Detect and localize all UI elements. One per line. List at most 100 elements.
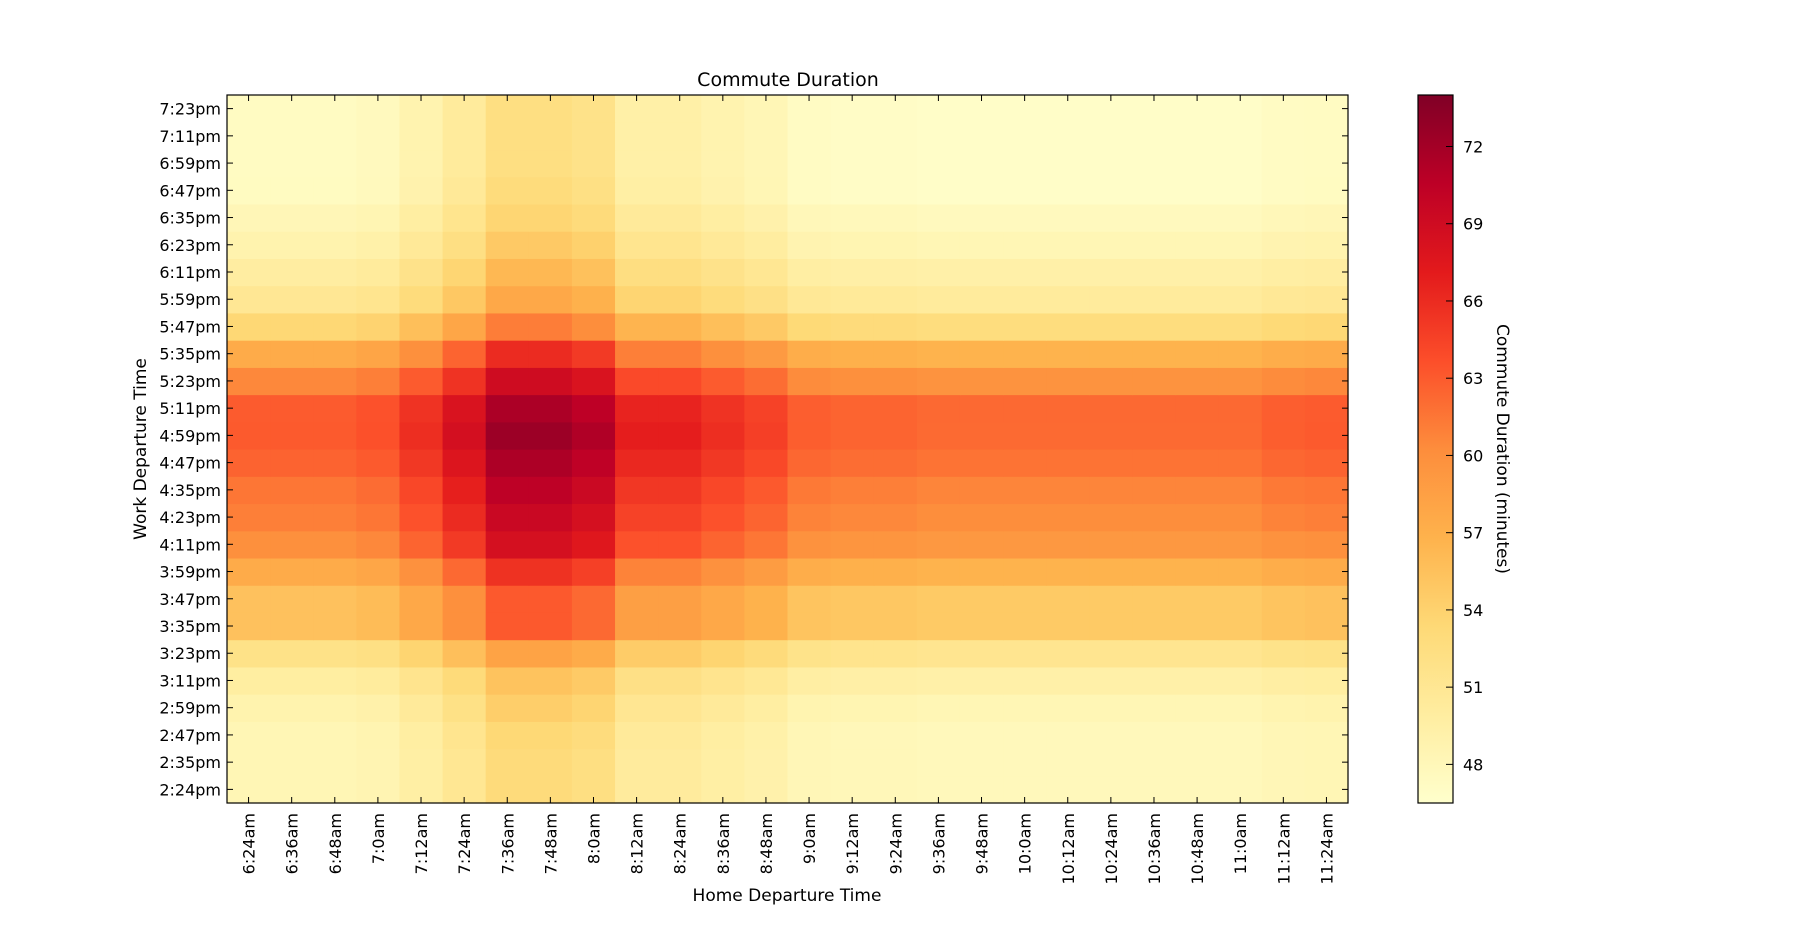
heatmap-cell bbox=[787, 612, 832, 641]
heatmap-cell bbox=[1046, 203, 1090, 232]
heatmap-cell bbox=[270, 449, 314, 477]
heatmap-cell bbox=[270, 585, 314, 613]
x-tick-label: 11:12am bbox=[1274, 813, 1293, 885]
heatmap-cell bbox=[959, 149, 1004, 178]
heatmap-cell bbox=[615, 585, 659, 613]
heatmap-cell bbox=[916, 149, 961, 178]
heatmap-cell bbox=[1003, 721, 1047, 750]
heatmap-cell bbox=[528, 231, 573, 259]
heatmap-cell bbox=[701, 367, 745, 396]
heatmap-cell bbox=[571, 721, 616, 750]
heatmap-cell bbox=[701, 748, 745, 777]
heatmap-cell bbox=[1132, 285, 1177, 314]
heatmap-cell bbox=[787, 721, 832, 750]
y-tick-label: 2:47pm bbox=[159, 726, 221, 745]
heatmap-cell bbox=[701, 503, 745, 532]
heatmap-cell bbox=[615, 394, 659, 423]
heatmap-cell bbox=[227, 721, 271, 750]
heatmap-cell bbox=[270, 503, 314, 532]
heatmap-cell bbox=[873, 639, 918, 668]
heatmap-cell bbox=[1132, 721, 1177, 750]
heatmap-cell bbox=[830, 639, 875, 668]
heatmap-cell bbox=[830, 612, 875, 641]
y-tick-label: 5:11pm bbox=[159, 399, 221, 418]
heatmap-cell bbox=[270, 666, 314, 695]
heatmap-cell bbox=[1046, 666, 1090, 695]
heatmap-cell bbox=[1132, 231, 1177, 259]
heatmap-cell bbox=[1089, 585, 1134, 613]
heatmap-cell bbox=[615, 176, 659, 205]
heatmap-cell bbox=[615, 149, 659, 178]
heatmap-cell bbox=[830, 476, 875, 505]
heatmap-cell bbox=[485, 122, 530, 151]
heatmap-cell bbox=[615, 748, 659, 777]
heatmap-cell bbox=[615, 503, 659, 532]
heatmap-cell bbox=[830, 748, 875, 777]
heatmap-cell bbox=[270, 149, 314, 178]
heatmap-cell bbox=[615, 694, 659, 722]
heatmap-cell bbox=[356, 694, 401, 722]
y-tick-label: 7:11pm bbox=[159, 127, 221, 146]
heatmap-cell bbox=[1089, 149, 1134, 178]
heatmap-cell bbox=[830, 149, 875, 178]
heatmap-cell bbox=[1089, 530, 1134, 559]
heatmap-cell bbox=[1132, 476, 1177, 505]
heatmap-cell bbox=[1218, 421, 1263, 450]
heatmap-cell bbox=[830, 367, 875, 396]
heatmap-cell bbox=[830, 694, 875, 722]
heatmap-cell bbox=[227, 312, 271, 341]
heatmap-cell bbox=[787, 176, 832, 205]
heatmap-cell bbox=[1003, 285, 1047, 314]
heatmap-cell bbox=[701, 122, 745, 151]
heatmap-cell bbox=[227, 694, 271, 722]
heatmap-cell bbox=[658, 449, 702, 477]
x-tick-label: 9:36am bbox=[929, 813, 948, 874]
y-tick-label: 4:59pm bbox=[159, 426, 221, 445]
heatmap-cell bbox=[873, 721, 918, 750]
heatmap-cell bbox=[830, 285, 875, 314]
heatmap-cell bbox=[916, 122, 961, 151]
heatmap-cell bbox=[270, 721, 314, 750]
x-tick-label: 7:0am bbox=[369, 813, 388, 864]
heatmap-cell bbox=[959, 340, 1004, 368]
heatmap-cell bbox=[615, 203, 659, 232]
heatmap-cell bbox=[744, 176, 789, 205]
heatmap-cell bbox=[1175, 258, 1220, 287]
heatmap-cell bbox=[1218, 149, 1263, 178]
heatmap-cell bbox=[485, 585, 530, 613]
x-tick-label: 9:12am bbox=[843, 813, 862, 874]
heatmap-cell bbox=[959, 312, 1004, 341]
heatmap-cell bbox=[1218, 176, 1263, 205]
heatmap-cell bbox=[830, 557, 875, 586]
heatmap-cell bbox=[399, 557, 444, 586]
heatmap-cell bbox=[701, 285, 745, 314]
heatmap-cell bbox=[270, 258, 314, 287]
heatmap-cell bbox=[830, 421, 875, 450]
heatmap-cell bbox=[528, 639, 573, 668]
heatmap-cell bbox=[1046, 176, 1090, 205]
heatmap-cell bbox=[1132, 176, 1177, 205]
heatmap-cell bbox=[485, 421, 530, 450]
heatmap-cell bbox=[873, 585, 918, 613]
heatmap-cell bbox=[1218, 612, 1263, 641]
heatmap-cell bbox=[701, 530, 745, 559]
heatmap-cell bbox=[959, 721, 1004, 750]
heatmap-cell bbox=[399, 203, 444, 232]
heatmap-cell bbox=[1089, 176, 1134, 205]
heatmap-cell bbox=[701, 312, 745, 341]
heatmap-cell bbox=[1089, 367, 1134, 396]
heatmap-cell bbox=[701, 231, 745, 259]
heatmap-cell bbox=[744, 503, 789, 532]
y-tick-label: 7:23pm bbox=[159, 100, 221, 119]
heatmap-cell bbox=[313, 312, 357, 341]
heatmap-cell bbox=[1046, 530, 1090, 559]
x-tick-label: 9:24am bbox=[886, 813, 905, 874]
heatmap-cell bbox=[744, 748, 789, 777]
heatmap-cell bbox=[1175, 721, 1220, 750]
heatmap-cell bbox=[356, 503, 401, 532]
heatmap-cell bbox=[571, 585, 616, 613]
heatmap-cell bbox=[959, 421, 1004, 450]
heatmap-cell bbox=[787, 312, 832, 341]
heatmap-cell bbox=[830, 231, 875, 259]
heatmap-cell bbox=[701, 340, 745, 368]
